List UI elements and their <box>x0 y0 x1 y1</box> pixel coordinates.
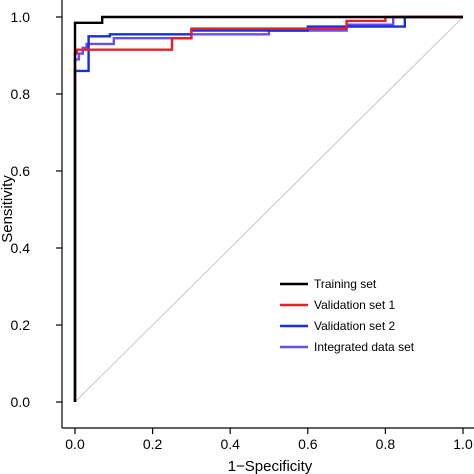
x-tick-label: 0.8 <box>376 436 396 452</box>
legend-label: Integrated data set <box>314 340 415 354</box>
y-tick-label: 0.8 <box>11 86 31 102</box>
axes: 0.0 0.2 0.4 0.6 0.8 1.0 0.0 0.2 0.4 0.6 0.8 1.0 <box>11 0 474 452</box>
y-tick-label: 0.0 <box>11 394 31 410</box>
series-line-validation-set-1 <box>73 15 463 402</box>
y-tick-label: 0.4 <box>11 240 31 256</box>
y-axis-label: Sensitivity <box>0 175 16 243</box>
legend-label: Training set <box>314 277 377 291</box>
series-line-training-set <box>73 15 463 402</box>
x-tick-label: 0.4 <box>220 436 240 452</box>
x-axis-label: 1−Specificity <box>228 458 313 474</box>
x-tick-label: 1.0 <box>453 436 473 452</box>
x-tick-label: 0.6 <box>298 436 318 452</box>
legend: Training set Validation set 1 Validation s… <box>280 277 415 354</box>
y-tick-label: 0.6 <box>11 163 31 179</box>
legend-label: Validation set 2 <box>314 319 395 333</box>
reference-diagonal <box>74 16 464 403</box>
y-tick-label: 0.2 <box>11 317 31 333</box>
legend-label: Validation set 1 <box>314 298 395 312</box>
x-tick-label: 0.2 <box>143 436 163 452</box>
y-tick-label: 1.0 <box>11 9 31 25</box>
x-tick-label: 0.0 <box>65 436 85 452</box>
plot-area <box>73 15 464 403</box>
